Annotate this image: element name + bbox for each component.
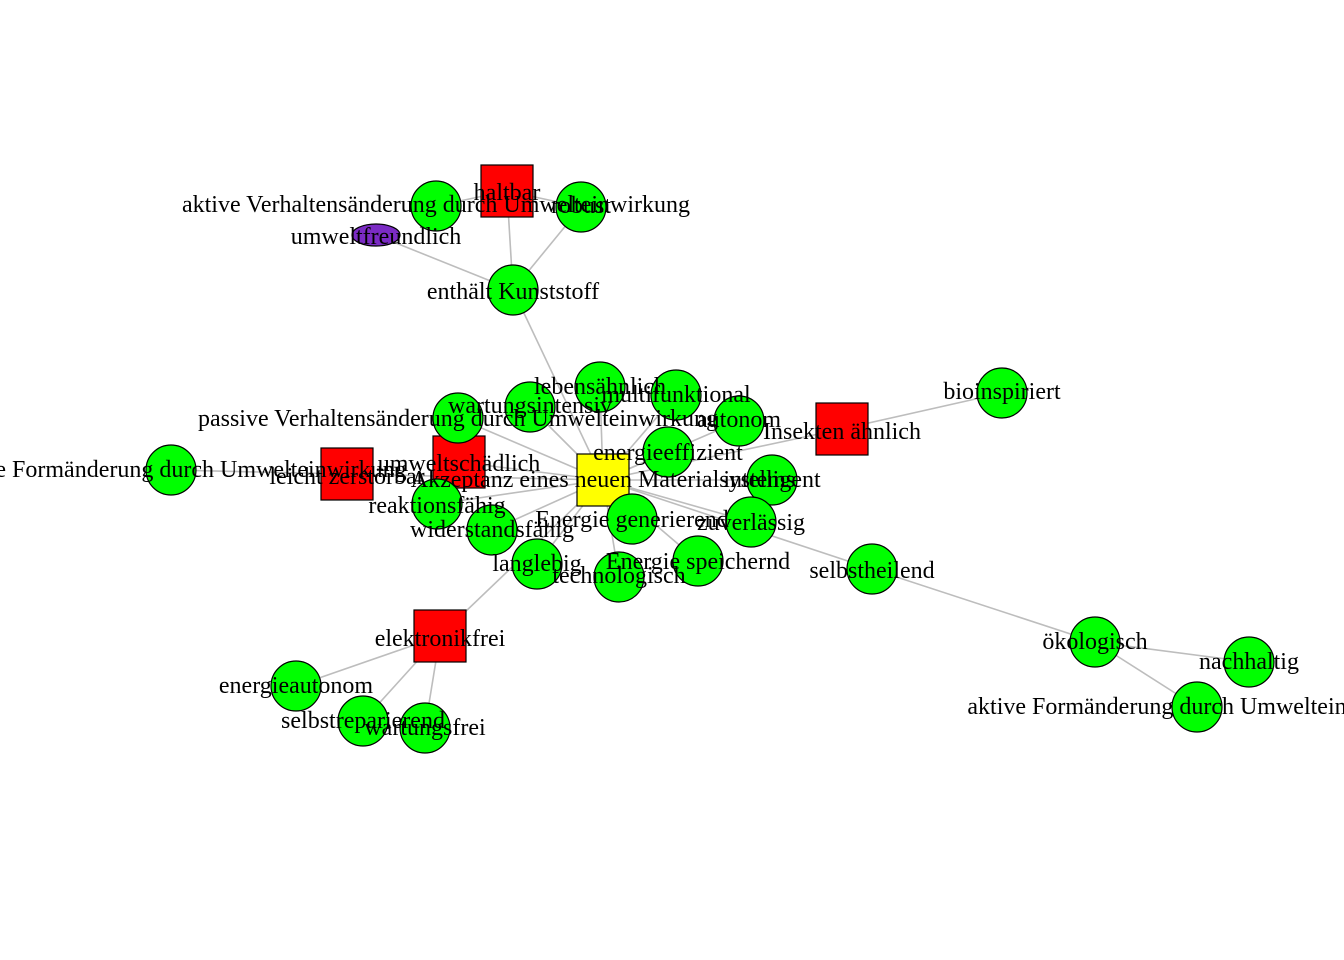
node-selbstreparierend [337, 695, 389, 747]
edge-center-insekten_aehnlich [602, 428, 843, 481]
node-robust [555, 181, 607, 233]
edge-leicht_zerstoerbar-passive_form [170, 469, 348, 475]
node-label-enthaelt-kunststoff: enthält Kunststoff [427, 279, 599, 305]
node-label-energieautonom: energieautonom [219, 673, 374, 699]
node-label-insekten-aehnlich: Insekten ähnlich [763, 419, 921, 445]
node-label-aktive-form: aktive Formänderung durch Umwelteinwirku… [967, 694, 1344, 720]
node-autonom [713, 395, 765, 447]
node-label-energieeffizient: energieeffizient [593, 440, 743, 466]
node-wartungsintensiv [504, 381, 556, 433]
node-intelligent [746, 454, 798, 506]
node-label-wartungsintensiv: wartungsintensiv [448, 393, 612, 419]
label-layer: Akzeptanz eines neuen Materialsystems hal… [0, 180, 1344, 741]
node-label-autonom: autonom [697, 407, 781, 433]
node-energie-speichernd [672, 535, 724, 587]
node-energie-generierend [606, 493, 658, 545]
node-label-technologisch: technologisch [552, 563, 685, 589]
node-label-energie-generierend: Energie generierend [535, 507, 728, 533]
node-label-umweltfreundlich: umweltfreundlich [291, 224, 462, 250]
edge-center-enthaelt_kunststoff [512, 289, 604, 481]
node-elektronikfrei [413, 609, 467, 663]
node-label-lebensaehnlich: lebensähnlich [534, 374, 666, 400]
node-umweltschaedlich [432, 435, 486, 489]
node-label-leicht-zerstoerbar: leicht zerstörbar [269, 464, 424, 490]
node-label-haltbar: haltbar [474, 180, 541, 206]
node-reaktionsfaehig [411, 478, 463, 530]
node-haltbar [480, 164, 534, 218]
node-langlebig [511, 538, 563, 590]
node-energieautonom [270, 660, 322, 712]
node-label-reaktionsfaehig: reaktionsfähig [368, 493, 505, 519]
edge-insekten_aehnlich-bioinspiriert [841, 392, 1003, 430]
node-insekten-aehnlich [815, 402, 869, 456]
node-label-oekologisch: ökologisch [1042, 629, 1147, 655]
node-lebensaehnlich [574, 361, 626, 413]
node-label-intelligent: intelligent [723, 467, 821, 493]
node-label-zuverlaessig: zuverlässig [697, 510, 805, 536]
edge-oekologisch-nachhaltig [1094, 641, 1250, 663]
node-multifunktional [650, 369, 702, 421]
node-label-multifunktional: multifunktional [601, 382, 751, 408]
node-aktive-verhalten [410, 180, 462, 232]
node-label-energie-speichernd: Energie speichernd [606, 549, 790, 575]
node-aktive-form [1171, 681, 1223, 733]
node-energieeffizient [642, 426, 694, 478]
node-label-center: Akzeptanz eines neuen Materialsystems [411, 467, 796, 493]
node-wartungsfrei [399, 702, 451, 754]
node-label-passive-form: passive Formänderung durch Umwelteinwirk… [0, 457, 407, 483]
node-label-nachhaltig: nachhaltig [1199, 649, 1299, 675]
node-widerstandsfaehig [466, 504, 518, 556]
node-layer [145, 164, 1275, 754]
node-zuverlaessig [725, 496, 777, 548]
edge-center-reaktionsfaehig [436, 479, 604, 505]
node-label-selbstreparierend: selbstreparierend [281, 708, 445, 734]
node-label-umweltschaedlich: umweltschädlich [378, 451, 541, 477]
node-label-elektronikfrei: elektronikfrei [375, 626, 506, 652]
node-leicht-zerstoerbar [320, 447, 374, 501]
node-selbstheilend [846, 543, 898, 595]
node-label-wartungsfrei: wartungsfrei [364, 715, 486, 741]
node-label-aktive-verhalten: aktive Verhaltensänderung durch Umweltei… [182, 192, 690, 218]
node-enthaelt-kunststoff [487, 264, 539, 316]
node-passive-verhalten [432, 392, 484, 444]
node-technologisch [593, 551, 645, 603]
node-label-bioinspiriert: bioinspiriert [943, 379, 1061, 405]
node-label-widerstandsfaehig: widerstandsfähig [410, 517, 574, 543]
node-bioinspiriert [976, 367, 1028, 419]
node-passive-form [145, 444, 197, 496]
node-nachhaltig [1223, 636, 1275, 688]
node-label-langlebig: langlebig [492, 551, 581, 577]
node-label-robust: robust [551, 193, 611, 219]
node-label-passive-verhalten: passive Verhaltensänderung durch Umwelte… [198, 406, 718, 432]
node-label-selbstheilend: selbstheilend [809, 558, 934, 584]
node-umweltfreundlich [351, 223, 401, 247]
node-oekologisch [1069, 616, 1121, 668]
edge-selbstheilend-oekologisch [871, 568, 1096, 643]
